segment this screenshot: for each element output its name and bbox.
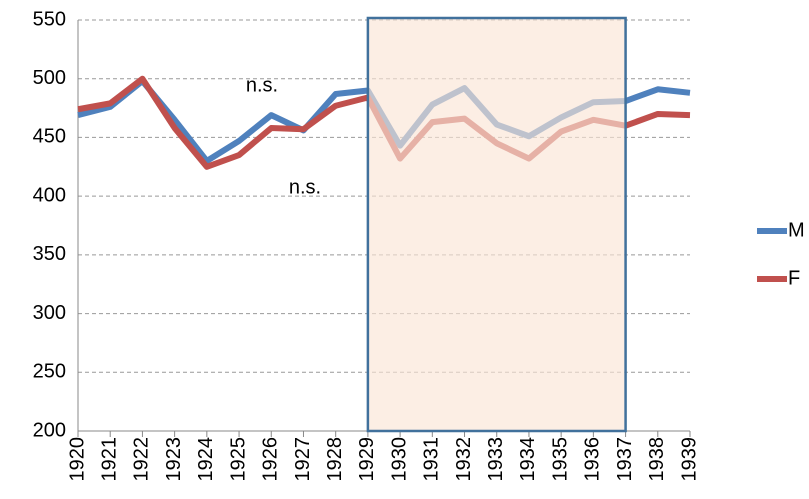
x-tick-label: 1938 [646, 437, 668, 482]
x-tick-label: 1935 [549, 437, 571, 482]
x-tick-label: 1921 [98, 437, 120, 482]
legend-label: F [788, 267, 800, 289]
y-tick-label: 500 [33, 67, 66, 89]
x-tick-label: 1933 [485, 437, 507, 482]
x-tick-label: 1924 [195, 437, 217, 482]
highlight-region [366, 16, 627, 433]
x-tick-label: 1932 [453, 437, 475, 482]
x-tick-label: 1929 [356, 437, 378, 482]
annotation: n.s. [289, 176, 321, 198]
x-tick-label: 1922 [131, 437, 153, 482]
x-tick-label: 1920 [66, 437, 88, 482]
y-tick-label: 250 [33, 361, 66, 383]
x-tick-label: 1926 [260, 437, 282, 482]
plot-under: 200 250 300 350 400 450 500 550 1920 1921 1922 1923… [33, 8, 701, 481]
x-tick-label: 1936 [582, 437, 604, 482]
x-tick-label: 1930 [388, 437, 410, 482]
y-tick-label: 450 [33, 126, 66, 148]
y-tick-label: 300 [33, 302, 66, 324]
y-tick-label: 400 [33, 184, 66, 206]
y-tick-label: 200 [33, 419, 66, 441]
x-tick-label: 1934 [517, 437, 539, 482]
y-tick-label: 550 [33, 8, 66, 30]
legend-label: M [788, 219, 805, 241]
x-tick-label: 1923 [163, 437, 185, 482]
annotation: n.s. [246, 74, 278, 96]
x-tick-label: 1927 [292, 437, 314, 482]
x-tick-label: 1937 [614, 437, 636, 482]
y-tick-label: 350 [33, 243, 66, 265]
x-tick-label: 1928 [324, 437, 346, 482]
x-tick-label: 1925 [227, 437, 249, 482]
x-tick-label: 1931 [421, 437, 443, 482]
x-tick-label: 1939 [678, 437, 700, 482]
plot-over: MF [366, 16, 805, 433]
